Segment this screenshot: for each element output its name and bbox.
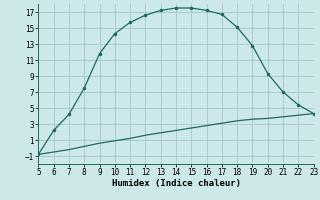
X-axis label: Humidex (Indice chaleur): Humidex (Indice chaleur)	[111, 179, 241, 188]
